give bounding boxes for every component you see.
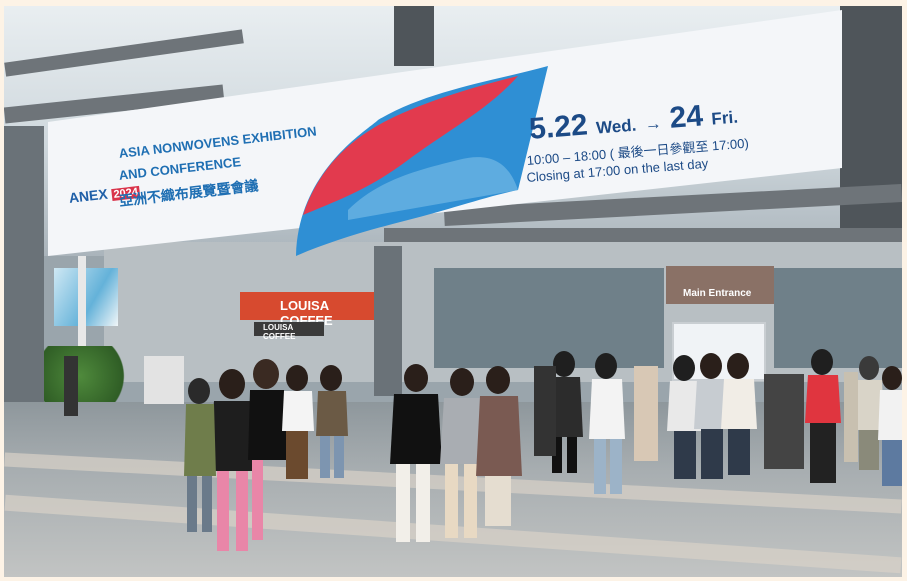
entrance-sign-text: Main Entrance	[683, 288, 752, 299]
glass-wall	[774, 268, 902, 368]
banner-pole	[78, 256, 86, 428]
canopy-beam	[840, 6, 902, 256]
banner-graphic	[48, 10, 842, 256]
date-start-day: Wed.	[595, 115, 638, 138]
louisa-coffee-small-sign: LOUISA COFFEE	[254, 322, 324, 341]
trees	[44, 346, 134, 406]
glass-wall	[434, 268, 664, 368]
photo-frame: LOUISA COFFEE LOUISA COFFEE Main Entranc…	[4, 6, 902, 577]
date-end-day: Fri.	[710, 107, 739, 129]
date-end: 24	[668, 99, 705, 135]
exhibition-banner: ANEX 2024 ASIA NONWOVENS EXHIBITION AND …	[48, 10, 842, 256]
canopy-beam	[394, 6, 434, 66]
canopy-beam	[384, 228, 902, 242]
pillar-center	[374, 246, 402, 396]
main-entrance-sign: Main Entrance	[666, 266, 774, 304]
crowd-of-visitors	[64, 349, 902, 551]
side-banner	[54, 268, 118, 326]
shop-sign-small-text: LOUISA COFFEE	[263, 323, 296, 341]
arrow-icon: →	[643, 113, 663, 134]
date-start: 5.22	[528, 108, 589, 146]
